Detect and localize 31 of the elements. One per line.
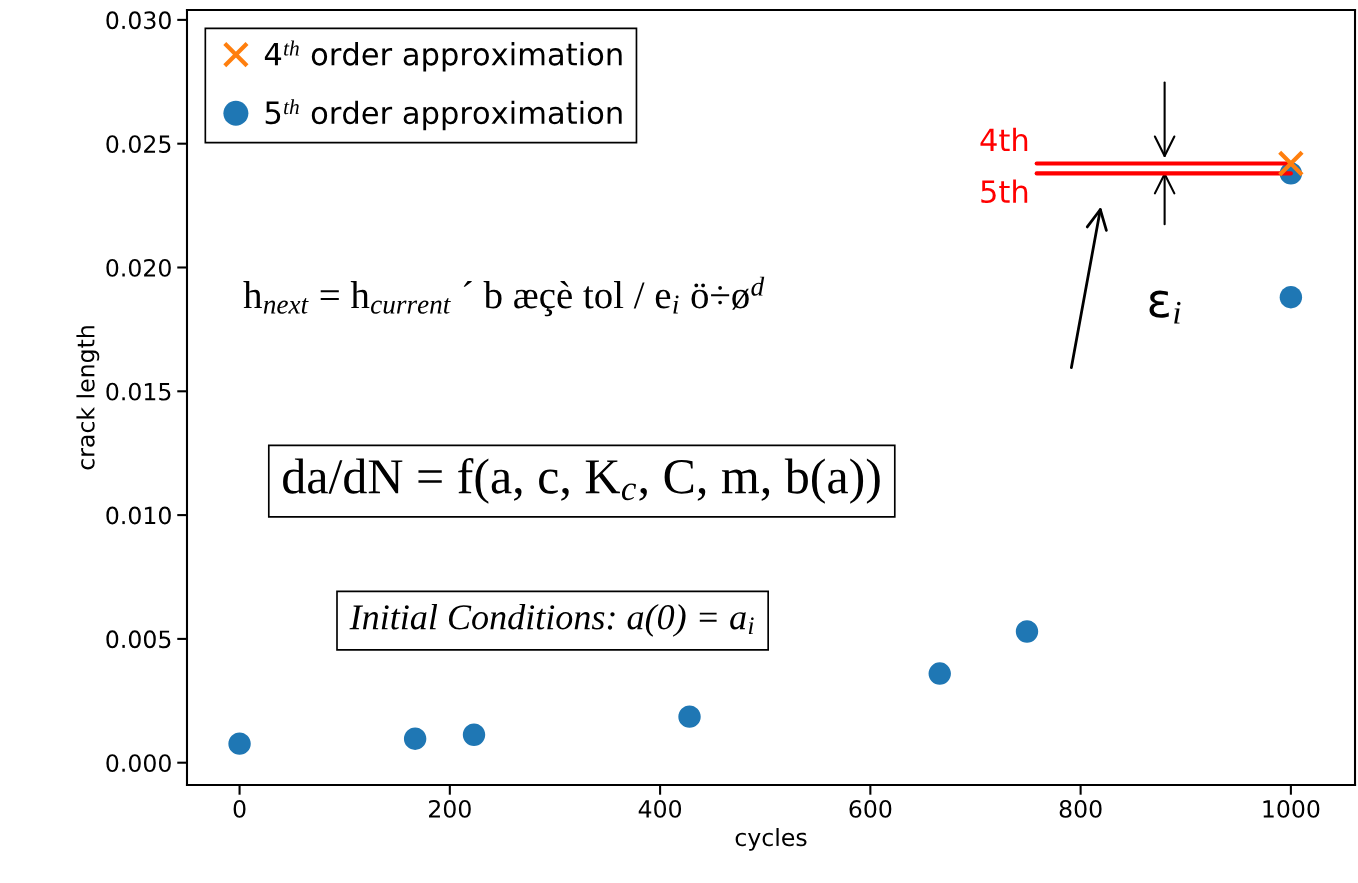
point [1279,286,1303,309]
legend-label: 5$^{th}$ order approximation [265,99,622,131]
legend-label: 4$^{th}$ order approximation [264,40,622,72]
annotation: da/dN = f(a, c, K$_{c}$, C, m, b(a)) [283,457,880,504]
y-tick-label: 0.010 [106,506,171,525]
point [678,705,701,728]
point [928,662,951,685]
point [1277,150,1305,177]
y-tick-label: 0.005 [106,630,171,649]
y-tick-label: 0.015 [106,382,171,401]
y-tick-label: 0.030 [106,11,171,30]
x-tick-label: 400 [638,799,682,818]
x-axis-title: cycles [735,827,807,851]
annotation: 5th [981,179,1028,204]
x-tick-label: 0 [233,799,246,818]
point [403,727,427,750]
x-tick-label: 200 [429,799,471,818]
annotation: h$_{next}$ = h$_{current}$ ´ b æçè tol / e$_{i}$ ö÷ø$^{d}$ [243,276,765,317]
y-axis-title: crack length [76,326,100,470]
y-tick-label: 0.025 [106,135,171,153]
point [1015,620,1039,643]
y-tick-label: 0.020 [106,258,171,277]
x-tick-label: 800 [1059,799,1102,818]
annotation: 4th [980,127,1028,152]
x-tick-label: 1000 [1263,799,1320,818]
y-tick-label: 0.000 [106,754,171,773]
annotation: ε$_{i}$ [1149,290,1181,324]
annotation: Initial Conditions: a(0) = a$_{i}$ [349,604,754,637]
x-tick-label: 600 [849,799,892,818]
point [462,723,486,746]
point [228,732,251,755]
